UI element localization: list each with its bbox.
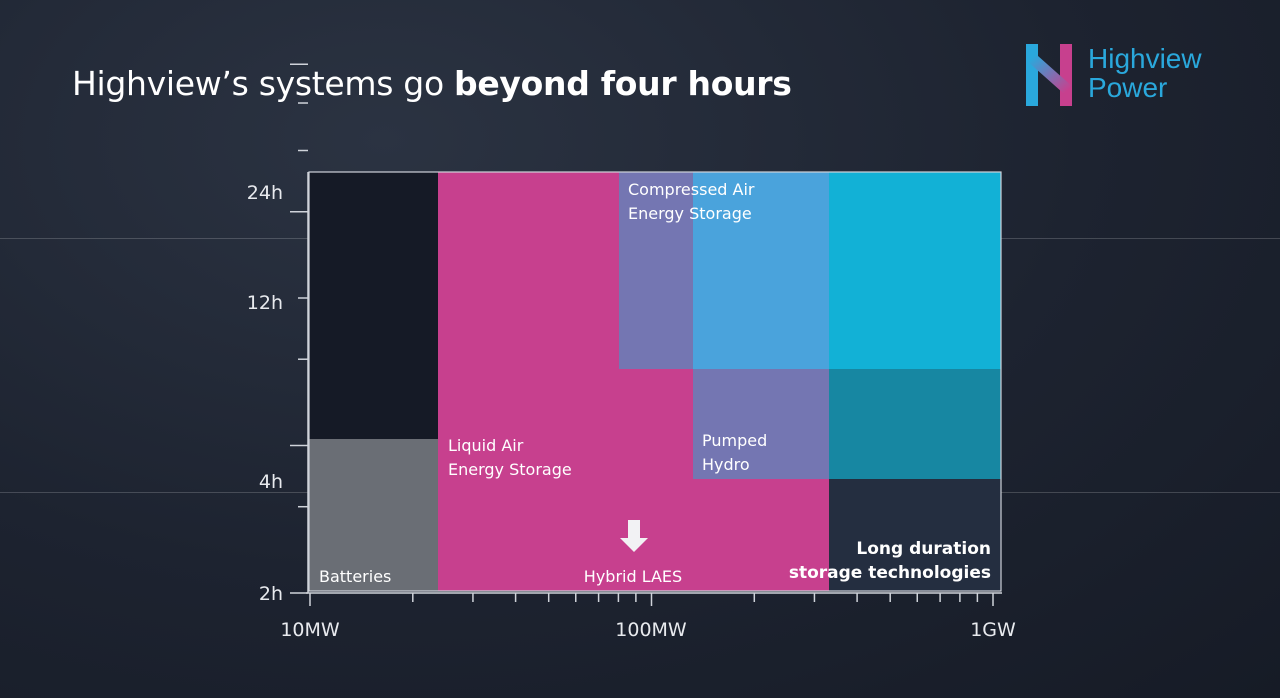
batteries-region	[309, 439, 438, 591]
hybrid-laes-label: Hybrid LAES	[584, 567, 682, 586]
plot-frame	[308, 171, 1002, 592]
h-mark-icon	[1026, 44, 1072, 106]
y-tick-label-24h: 24h	[247, 182, 283, 204]
y-tick-label-4h: 4h	[259, 471, 283, 493]
y-tick-label-12h: 12h	[247, 292, 283, 314]
caes-region	[619, 172, 693, 369]
pumped-hydro-label-line-2: Hydro	[702, 455, 750, 474]
laes-label-line-1: Liquid Air	[448, 436, 524, 455]
long-duration-label-line-2: storage technologies	[789, 563, 991, 583]
long-duration-label-line-1: Long duration	[856, 539, 991, 559]
x-tick-label-1gw: 1GW	[970, 619, 1016, 641]
highview-power-logo: Highview Power	[1024, 42, 1234, 108]
logo-line-1: Highview	[1088, 43, 1202, 74]
batteries-upper-region	[309, 172, 438, 439]
y-tick-label-2h: 2h	[259, 583, 283, 605]
logo-line-2: Power	[1088, 72, 1168, 103]
title-bold: beyond four hours	[454, 64, 792, 103]
caes-overlap-region	[693, 172, 829, 369]
down-arrow-icon	[620, 520, 648, 552]
pumped-hydro-region	[693, 369, 829, 479]
title-plain: Highview’s systems go	[72, 64, 455, 103]
batteries-label: Batteries	[319, 567, 391, 586]
long-duration-lower-region	[829, 369, 1001, 479]
long-duration-upper-region	[829, 172, 1001, 369]
laes-label-line-2: Energy Storage	[448, 460, 572, 479]
slide-title: Highview’s systems go beyond four hours	[72, 64, 792, 103]
x-axis-ticks	[309, 593, 994, 606]
caes-label-line-2: Energy Storage	[628, 204, 752, 223]
x-tick-label-10mw: 10MW	[280, 619, 340, 641]
caes-label-line-1: Compressed Air	[628, 180, 755, 199]
x-tick-label-100mw: 100MW	[615, 619, 687, 641]
long-duration-base-region	[829, 479, 1001, 591]
pumped-hydro-label-line-1: Pumped	[702, 431, 767, 450]
y-axis-ticks	[290, 63, 308, 594]
